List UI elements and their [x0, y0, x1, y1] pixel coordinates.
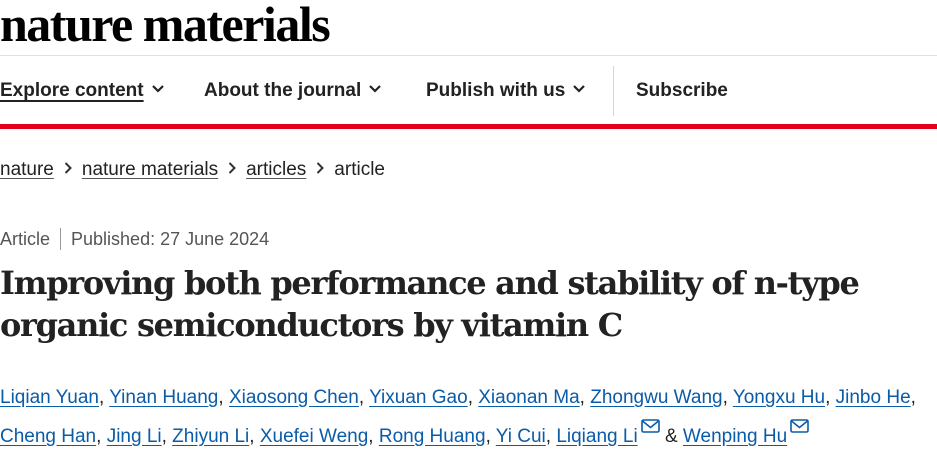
author-link-cheng-han[interactable]: Cheng Han: [0, 426, 97, 447]
author-separator: ,: [358, 387, 365, 408]
author-separator: ,: [368, 426, 374, 447]
author-separator: ,: [249, 426, 255, 447]
author-link-yinan-huang[interactable]: Yinan Huang: [109, 387, 219, 408]
article-title-line2: organic semiconductors by vitamin C: [0, 306, 623, 344]
author-separator: ,: [96, 426, 102, 447]
author-link-liqian-yuan[interactable]: Liqian Yuan: [0, 387, 99, 408]
chevron-right-icon: [317, 162, 325, 175]
author-separator: ,: [545, 426, 552, 447]
nav-about-journal-label: About the journal: [204, 80, 362, 101]
author-separator: ,: [910, 387, 916, 408]
nav-divider: [613, 66, 614, 116]
author-link-wenping-hu[interactable]: Wenping Hu: [682, 426, 788, 447]
meta-divider: [60, 227, 62, 250]
nav-subscribe[interactable]: Subscribe: [636, 76, 728, 106]
chevron-down-icon: [151, 85, 164, 93]
breadcrumb-nature[interactable]: nature: [0, 159, 54, 180]
chevron-down-icon: [573, 85, 586, 93]
author-link-zhongwu-wang[interactable]: Zhongwu Wang: [590, 387, 723, 408]
author-link-xuefei-weng[interactable]: Xuefei Weng: [259, 426, 369, 447]
author-link-jinbo-he[interactable]: Jinbo He: [835, 387, 911, 408]
author-separator: ,: [485, 426, 491, 447]
author-ampersand: &: [664, 426, 678, 447]
author-separator: ,: [722, 387, 728, 408]
mail-icon[interactable]: [640, 419, 660, 434]
nav-publish-with-us[interactable]: Publish with us: [426, 76, 586, 106]
author-link-rong-huang[interactable]: Rong Huang: [378, 426, 486, 447]
author-line: Liqian Yuan, Yinan Huang, Xiaosong Chen,…: [0, 378, 937, 417]
publish-date: Published: 27 June 2024: [71, 229, 270, 249]
main-nav: Explore content About the journal Publis…: [0, 76, 937, 106]
author-link-zhiyun-li[interactable]: Zhiyun Li: [172, 426, 250, 447]
article-meta: Article Published: 27 June 2024: [0, 227, 269, 251]
author-separator: ,: [579, 387, 585, 408]
journal-logo[interactable]: nature materials: [0, 0, 331, 52]
author-separator: ,: [161, 426, 167, 447]
author-link-yi-cui[interactable]: Yi Cui: [495, 426, 546, 447]
breadcrumb-articles[interactable]: articles: [246, 159, 307, 180]
author-separator: ,: [98, 387, 105, 408]
author-link-xiaosong-chen[interactable]: Xiaosong Chen: [228, 387, 359, 408]
nav-subscribe-label: Subscribe: [636, 80, 728, 101]
article-title-line1: Improving both performance and stability…: [0, 264, 860, 302]
article-type: Article: [0, 229, 51, 249]
author-separator: ,: [218, 387, 224, 408]
nav-about-journal[interactable]: About the journal: [204, 76, 382, 106]
author-link-yixuan-gao[interactable]: Yixuan Gao: [369, 387, 468, 408]
header-divider: [0, 55, 937, 56]
breadcrumb-current: article: [334, 159, 385, 180]
accent-bar: [0, 124, 937, 129]
author-link-xiaonan-ma[interactable]: Xiaonan Ma: [478, 387, 580, 408]
chevron-right-icon: [64, 162, 72, 175]
chevron-right-icon: [228, 162, 237, 175]
author-link-jing-li[interactable]: Jing Li: [106, 426, 162, 447]
nav-explore-content[interactable]: Explore content: [0, 76, 164, 106]
breadcrumb-nature-materials[interactable]: nature materials: [81, 159, 219, 180]
author-list: Liqian Yuan, Yinan Huang, Xiaosong Chen,…: [0, 378, 937, 456]
nav-explore-content-label: Explore content: [0, 80, 144, 101]
nav-publish-with-us-label: Publish with us: [426, 80, 566, 101]
author-separator: ,: [467, 387, 473, 408]
author-link-yongxu-hu[interactable]: Yongxu Hu: [732, 387, 826, 408]
author-line: Cheng Han, Jing Li, Zhiyun Li, Xuefei We…: [0, 417, 937, 456]
chevron-down-icon: [369, 85, 382, 93]
mail-icon[interactable]: [790, 419, 809, 434]
author-link-liqiang-li[interactable]: Liqiang Li: [556, 426, 638, 447]
author-separator: ,: [825, 387, 831, 408]
breadcrumb: nature nature materials articles article: [0, 157, 385, 183]
article-title: Improving both performance and stability…: [0, 262, 937, 346]
